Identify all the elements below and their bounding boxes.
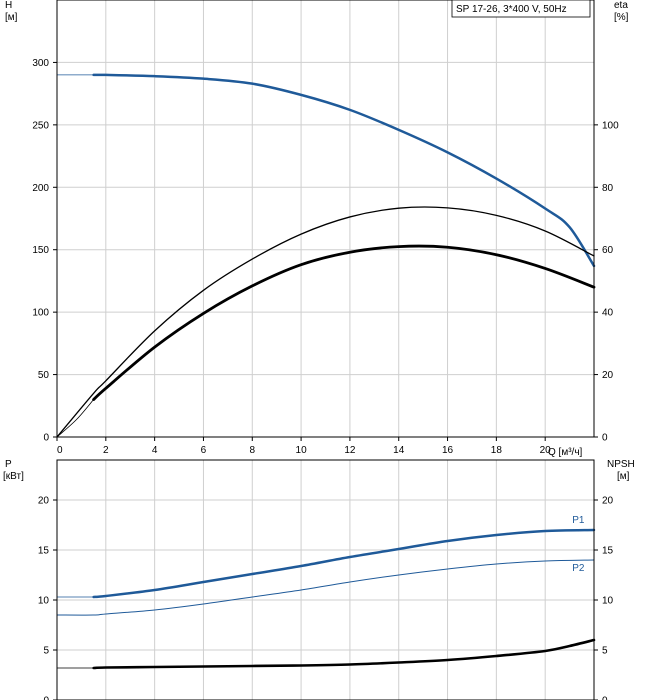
series-line	[56, 206, 595, 438]
chart-title: SP 17-26, 3*400 V, 50Hz	[456, 4, 567, 15]
x-tick-label: 10	[296, 445, 308, 456]
curve-label: P2	[572, 563, 585, 574]
x-tick-label: 14	[393, 445, 405, 456]
y2-tick-label: 100	[602, 120, 619, 131]
y-tick-label: 0	[43, 696, 49, 700]
npsh-axis-unit: [м]	[617, 471, 630, 482]
series-line	[92, 244, 596, 401]
top-grid	[57, 0, 594, 437]
y2-tick-label: 0	[602, 696, 608, 700]
x-tick-label: 6	[201, 445, 207, 456]
y2-tick-label: 80	[602, 183, 614, 194]
bottom-series	[56, 528, 596, 670]
y2-tick-label: 10	[602, 596, 614, 607]
x-tick-label: 0	[57, 445, 63, 456]
series-line	[56, 559, 595, 616]
bottom-y2-ticks: 0 5 10 15 20	[594, 496, 614, 700]
y2-axis-unit: [%]	[614, 12, 629, 23]
x-tick-label: 18	[491, 445, 503, 456]
y-tick-label: 200	[32, 183, 49, 194]
y-tick-label: 0	[43, 433, 49, 444]
y-tick-label: 150	[32, 245, 49, 256]
y2-tick-label: 20	[602, 496, 614, 507]
top-y2-ticks: 0 20 40 60 80 100	[594, 120, 619, 444]
head-efficiency-chart: 0 50 100 150 200 250 300 0 20 40 60 80 100 0 2 4 6 8 10 1…	[5, 0, 629, 458]
bottom-curve-labels: P1 P2	[572, 515, 585, 574]
series-line	[56, 399, 95, 438]
y-tick-label: 10	[38, 596, 50, 607]
p-axis-label: P	[5, 459, 12, 470]
y-tick-label: 50	[38, 370, 50, 381]
x-tick-label: 4	[152, 445, 158, 456]
y2-tick-label: 0	[602, 433, 608, 444]
x-tick-label: 12	[344, 445, 356, 456]
curve-label: P1	[572, 515, 585, 526]
series-line	[92, 638, 596, 670]
bottom-grid	[57, 460, 594, 700]
y-tick-label: 5	[43, 646, 49, 657]
p-axis-unit: [кВт]	[3, 471, 24, 482]
x-tick-label: 20	[540, 445, 552, 456]
y-tick-label: 20	[38, 496, 50, 507]
y-tick-label: 300	[32, 58, 49, 69]
y-tick-label: 100	[32, 308, 49, 319]
x-tick-label: 16	[442, 445, 454, 456]
npsh-axis-label: NPSH	[607, 459, 635, 470]
bottom-y-ticks: 0 5 10 15 20	[38, 496, 57, 700]
series-line	[92, 73, 596, 268]
top-plot-frame	[56, 0, 595, 438]
y2-tick-label: 20	[602, 370, 614, 381]
chart-title-box	[451, 0, 591, 18]
y2-tick-label: 5	[602, 646, 608, 657]
series-line	[92, 528, 596, 599]
top-y-ticks: 0 50 100 150 200 250 300	[32, 58, 57, 444]
y2-tick-label: 15	[602, 546, 614, 557]
x-tick-label: 8	[249, 445, 255, 456]
power-npsh-chart: 0 5 10 15 20 0 5 10 15 20 P1 P2 P [кВт] NPSH [м]	[3, 459, 635, 700]
x-axis-label: Q [м³/ч]	[548, 447, 583, 458]
y2-tick-label: 60	[602, 245, 614, 256]
bottom-plot-frame	[56, 459, 595, 700]
y2-axis-label: eta	[614, 0, 628, 11]
top-series	[56, 73, 596, 438]
y2-tick-label: 40	[602, 308, 614, 319]
y-tick-label: 15	[38, 546, 50, 557]
y-tick-label: 250	[32, 120, 49, 131]
y-axis-label: H	[5, 0, 12, 11]
y-axis-unit: [м]	[5, 12, 18, 23]
x-tick-label: 2	[103, 445, 109, 456]
top-x-ticks: 0 2 4 6 8 10 12 14 16 18 20	[56, 437, 552, 456]
